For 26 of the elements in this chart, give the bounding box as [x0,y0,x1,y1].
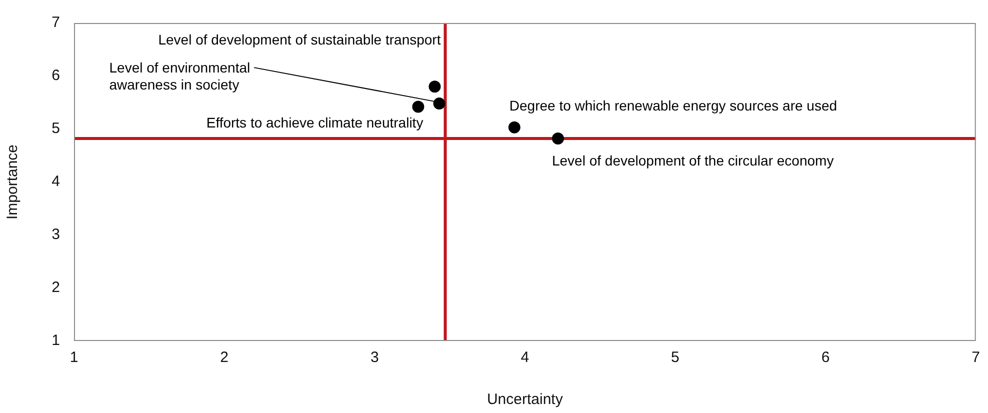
point [428,80,441,93]
annotation: Level of environmental awareness in society [109,60,250,93]
y-tick-label: 6 [52,67,60,84]
y-tick-label: 3 [52,226,60,244]
annotation: Level of development of sustainable transport [158,32,441,48]
point [433,98,446,110]
annotation: Degree to which renewable energy sources are used [509,97,838,114]
x-axis-title: Uncertainty [486,391,564,408]
point [412,100,424,113]
x-tick-label: 7 [972,349,980,366]
x-tick-label: 6 [821,349,830,366]
annotation: Efforts to achieve climate neutrality [206,114,424,131]
y-tick-label: 7 [52,14,60,32]
y-tick-label: 5 [52,120,60,138]
x-tick-label: 5 [671,349,680,366]
point [508,121,520,134]
x-tick-label: 4 [520,349,530,366]
x-tick-label: 3 [370,349,379,366]
y-tick-label: 2 [52,279,60,296]
point [552,132,564,145]
y-tick-label: 4 [52,173,60,190]
y-tick-label: 1 [52,332,60,350]
x-tick-label: 1 [70,349,78,366]
x-tick-label: 2 [220,349,228,366]
y-axis-title: Importance [4,144,22,220]
annotation: Level of development of the circular economy [552,152,834,169]
